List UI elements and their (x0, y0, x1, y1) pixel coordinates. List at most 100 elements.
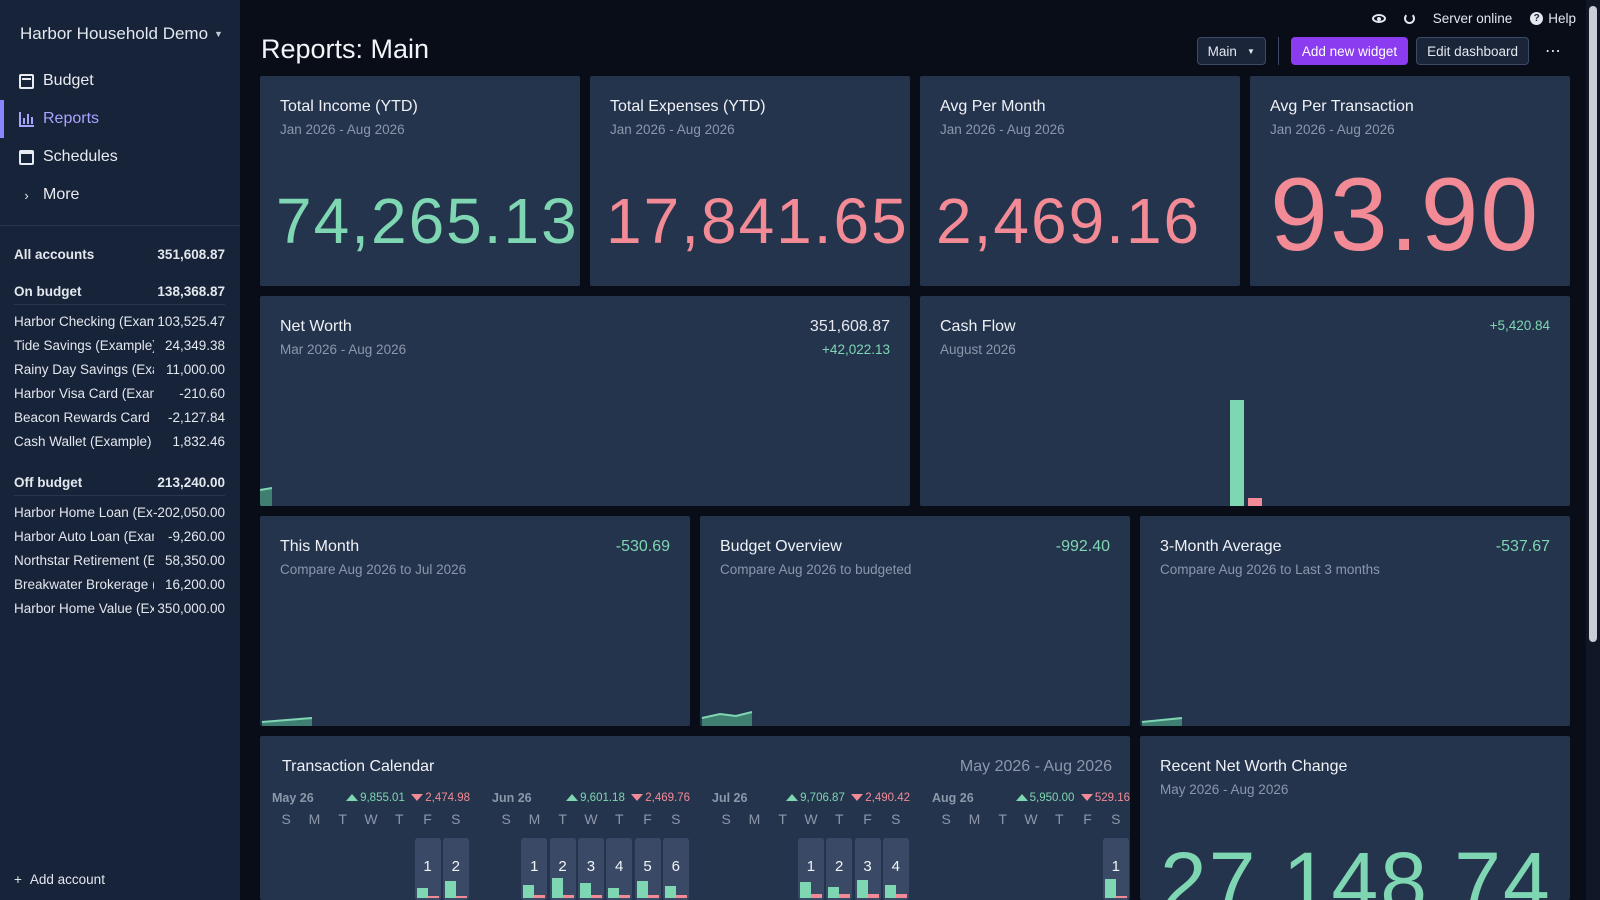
account-balance: 1,832.46 (172, 433, 225, 449)
weekday-label: F (863, 811, 872, 827)
day-income-bar (884, 885, 896, 898)
this-month-sparkline (261, 717, 313, 726)
day-expense-bar (810, 894, 822, 898)
calendar-month-name: May 26 (272, 791, 314, 805)
calendar-month-totals: 9,706.87 2,490.42 (786, 792, 910, 804)
edit-dashboard-button[interactable]: Edit dashboard (1416, 37, 1529, 65)
plus-icon: + (14, 872, 22, 887)
sidebar-item-budget[interactable]: Budget (0, 62, 240, 100)
widget-cash-flow[interactable]: Cash Flow August 2026 +5,420.84 (920, 296, 1570, 506)
widget-avg-per-month[interactable]: Avg Per Month Jan 2026 - Aug 2026 2,469.… (920, 76, 1240, 286)
sidebar-item-reports[interactable]: Reports (0, 100, 240, 138)
day-income-bar (1104, 879, 1116, 898)
account-balance: 11,000.00 (165, 361, 225, 377)
calendar-day[interactable]: 4 (606, 838, 633, 900)
account-balance: -2,127.84 (167, 409, 225, 425)
calendar-month-income: 9,706.87 (800, 792, 845, 804)
add-account-button[interactable]: + Add account (14, 872, 105, 887)
calendar-days: 1 2 3 4 5 6 (492, 830, 690, 900)
more-options-icon[interactable]: ⋯ (1545, 43, 1562, 60)
widget-title: Total Expenses (YTD) (610, 98, 766, 115)
account-name: Harbor Checking (Example) (14, 313, 154, 329)
off-budget-row[interactable]: Off budget 213,240.00 (14, 470, 225, 496)
widget-recent-net-worth-change[interactable]: Recent Net Worth Change May 2026 - Aug 2… (1140, 736, 1570, 900)
weekday-label: S (891, 811, 901, 827)
widget-transaction-calendar[interactable]: Transaction Calendar May 2026 - Aug 2026… (260, 736, 1130, 900)
bar-chart-icon (19, 111, 34, 127)
account-row[interactable]: Rainy Day Savings (Example) 11,000.00 (14, 357, 225, 381)
calendar-month-name: Jul 26 (712, 791, 748, 805)
scrollbar-thumb[interactable] (1589, 6, 1597, 642)
calendar-icon (19, 149, 34, 165)
account-name: Beacon Rewards Card (Example) (14, 409, 154, 425)
sidebar-item-more[interactable]: › More (0, 176, 240, 214)
all-accounts-row[interactable]: All accounts 351,608.87 (14, 241, 225, 267)
widget-net-worth[interactable]: Net Worth Mar 2026 - Aug 2026 351,608.87… (260, 296, 910, 506)
budget-name-menu[interactable]: Harbor Household Demo ▼ (20, 24, 223, 44)
calendar-day[interactable]: 1 (521, 838, 548, 900)
sidebar-item-schedules[interactable]: Schedules (0, 138, 240, 176)
account-row[interactable]: Harbor Visa Card (Example) -210.60 (14, 381, 225, 405)
calendar-day[interactable]: 1 (797, 838, 824, 900)
day-income-bar (416, 888, 428, 898)
account-balance: 24,349.38 (164, 337, 225, 353)
caret-down-icon: ▼ (214, 29, 223, 39)
account-row[interactable]: Harbor Auto Loan (Example) -9,260.00 (14, 524, 225, 548)
day-number: 5 (643, 858, 652, 875)
account-row[interactable]: Cash Wallet (Example) 1,832.46 (14, 429, 225, 453)
weekday-label: W (1024, 811, 1038, 827)
eye-icon[interactable] (1371, 13, 1386, 23)
sync-icon[interactable] (1403, 12, 1415, 24)
calendar-day[interactable]: 1 (414, 838, 441, 900)
server-status[interactable]: Server online (1432, 10, 1513, 26)
widget-title: Cash Flow (940, 318, 1016, 335)
widget-title: Avg Per Month (940, 98, 1046, 115)
calendar-day[interactable]: 6 (662, 838, 689, 900)
widget-subtitle: Jan 2026 - Aug 2026 (280, 122, 405, 137)
widget-subtitle: Jan 2026 - Aug 2026 (940, 122, 1065, 137)
weekday-label: T (394, 811, 404, 827)
weekday-label: W (364, 811, 378, 827)
calendar-day[interactable]: 2 (549, 838, 576, 900)
day-income-bar (444, 881, 456, 898)
calendar-day[interactable]: 2 (826, 838, 853, 900)
account-row[interactable]: Harbor Home Value (Example)350,000.00 (14, 596, 225, 620)
account-row[interactable]: Breakwater Brokerage (Example) 16,200.00 (14, 572, 225, 596)
calendar-day[interactable]: 5 (634, 838, 661, 900)
account-name: Breakwater Brokerage (Example) (14, 576, 154, 592)
add-widget-button[interactable]: Add new widget (1290, 37, 1409, 65)
on-budget-row[interactable]: On budget 138,368.87 (14, 279, 225, 305)
account-row[interactable]: Harbor Checking (Example)103,525.47 (14, 309, 225, 333)
account-balance: 350,000.00 (157, 600, 225, 616)
help-button[interactable]: ? Help (1530, 11, 1576, 26)
widget-three-month-average[interactable]: 3-Month Average Compare Aug 2026 to Last… (1140, 516, 1570, 726)
account-row[interactable]: Beacon Rewards Card (Example) -2,127.84 (14, 405, 225, 429)
dashboard-select[interactable]: Main ▼ (1196, 37, 1266, 65)
account-row[interactable]: Northstar Retirement (Example) 58,350.00 (14, 548, 225, 572)
widget-budget-overview[interactable]: Budget Overview Compare Aug 2026 to budg… (700, 516, 1130, 726)
calendar-month-income: 9,601.18 (580, 792, 625, 804)
calendar-day[interactable]: 3 (577, 838, 604, 900)
calendar-day[interactable]: 4 (882, 838, 909, 900)
account-row[interactable]: Harbor Home Loan (Example)-202,050.00 (14, 500, 225, 524)
off-budget-group: Off budget 213,240.00 Harbor Home Loan (… (14, 470, 225, 620)
page-scrollbar[interactable] (1586, 0, 1600, 900)
account-name: Harbor Visa Card (Example) (14, 385, 154, 401)
widget-this-month[interactable]: This Month Compare Aug 2026 to Jul 2026 … (260, 516, 690, 726)
widget-total-income[interactable]: Total Income (YTD) Jan 2026 - Aug 2026 7… (260, 76, 580, 286)
account-row[interactable]: Tide Savings (Example) 24,349.38 (14, 333, 225, 357)
calendar-day[interactable]: 3 (854, 838, 881, 900)
widget-total-expenses[interactable]: Total Expenses (YTD) Jan 2026 - Aug 2026… (590, 76, 910, 286)
widget-subtitle: Compare Aug 2026 to Last 3 months (1160, 562, 1380, 577)
calendar-day[interactable]: 1 (1102, 838, 1129, 900)
day-number: 1 (806, 858, 816, 875)
calendar-day[interactable]: 2 (442, 838, 469, 900)
budget-name: Harbor Household Demo (20, 24, 209, 43)
widget-value: -992.40 (1055, 538, 1110, 555)
widget-subtitle: Mar 2026 - Aug 2026 (280, 342, 407, 357)
help-icon: ? (1530, 11, 1544, 25)
widget-avg-per-transaction[interactable]: Avg Per Transaction Jan 2026 - Aug 2026 … (1250, 76, 1570, 286)
